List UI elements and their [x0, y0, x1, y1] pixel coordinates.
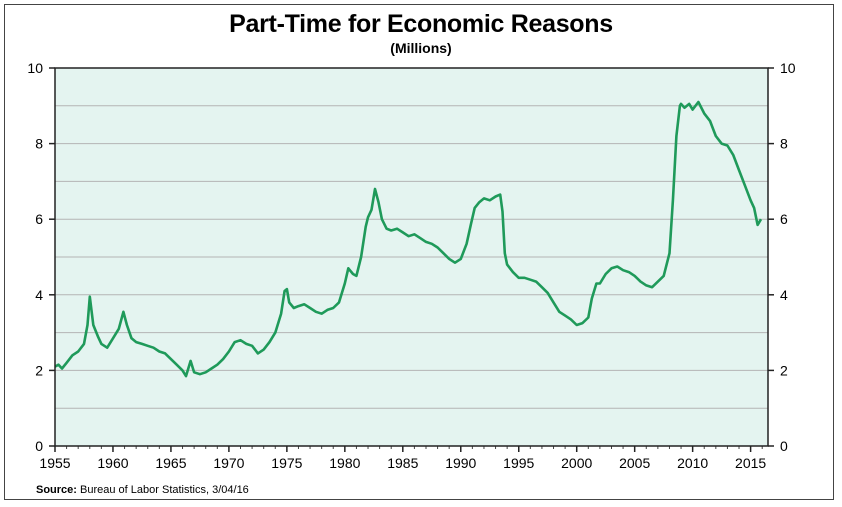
source-text: Bureau of Labor Statistics, 3/04/16 — [80, 484, 249, 496]
source-note: Source: Bureau of Labor Statistics, 3/04… — [36, 484, 249, 496]
x-axis-ticks: 1955 1960 1965 1970 1975 1980 1985 1990 1995 2000… — [39, 446, 766, 471]
y-axis-left-ticks: 0 2 4 6 8 10 — [27, 60, 55, 454]
source-label: Source: — [36, 484, 77, 496]
y-tick-label-left: 8 — [35, 136, 43, 152]
x-tick-label: 2015 — [735, 455, 766, 471]
chart-frame — [4, 4, 834, 500]
x-tick-label: 1990 — [445, 455, 476, 471]
y-tick-label-right: 0 — [780, 438, 788, 454]
y-tick-label-left: 2 — [35, 362, 43, 378]
x-tick-label: 1960 — [97, 455, 128, 471]
x-tick-label: 1975 — [271, 455, 302, 471]
y-tick-label-right: 2 — [780, 362, 788, 378]
y-tick-label-right: 8 — [780, 136, 788, 152]
y-tick-label-left: 4 — [35, 287, 43, 303]
x-tick-label: 1995 — [503, 455, 534, 471]
y-tick-label-left: 10 — [27, 60, 43, 76]
x-tick-label: 2005 — [619, 455, 650, 471]
y-tick-label-left: 6 — [35, 211, 43, 227]
x-tick-label: 1965 — [155, 455, 186, 471]
plot-border — [54, 67, 769, 447]
series-line — [54, 100, 763, 378]
x-tick-label: 1985 — [387, 455, 418, 471]
y-tick-label-right: 6 — [780, 211, 788, 227]
gridlines — [55, 105, 768, 409]
x-tick-label: 1980 — [329, 455, 360, 471]
chart-subtitle: (Millions) — [390, 40, 452, 56]
x-tick-label: 2010 — [677, 455, 708, 471]
x-tick-label: 1970 — [213, 455, 244, 471]
chart-title: Part-Time for Economic Reasons — [229, 10, 613, 38]
y-tick-label-right: 10 — [780, 60, 796, 76]
y-axis-right-ticks: 0 2 4 6 8 10 — [768, 60, 796, 454]
y-tick-label-left: 0 — [35, 438, 43, 454]
x-tick-label: 2000 — [561, 455, 592, 471]
x-tick-label: 1955 — [39, 455, 70, 471]
y-tick-label-right: 4 — [780, 287, 788, 303]
